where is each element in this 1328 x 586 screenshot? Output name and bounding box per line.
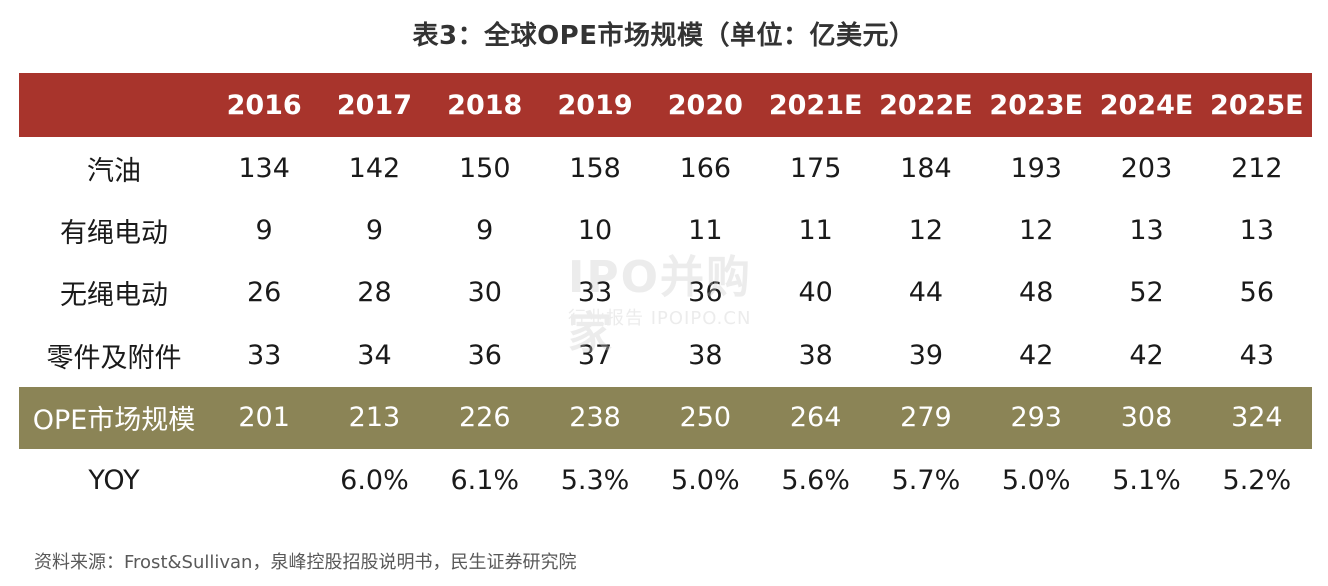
table-title: 表3：全球OPE市场规模（单位：亿美元） — [412, 21, 916, 51]
table-cell: 10 — [577, 215, 613, 247]
table-cell: 13 — [1129, 215, 1164, 247]
table-cell: 226 — [458, 402, 511, 434]
header-cell-2018: 2018 — [447, 89, 523, 121]
table-cell — [209, 449, 319, 511]
table-row-yoy: YOY 6.0% 6.1% 5.3% 5.0% 5.6% 5.7% 5.0% 5… — [19, 449, 1312, 511]
table-cell: 43 — [1239, 339, 1275, 371]
table-row-ope-total: OPE市场规模 201 213 226 238 250 264 279 293 … — [19, 386, 1312, 449]
table-cell: 193 — [1010, 152, 1062, 184]
table-cell: 13 — [1239, 215, 1275, 247]
table-row-gasoline: 汽油 134 142 150 158 166 175 184 193 203 2… — [19, 137, 1312, 199]
table-cell: 30 — [467, 277, 502, 309]
table-cell: 150 — [458, 152, 511, 184]
row-label: 无绳电动 — [60, 280, 168, 312]
header-cell-2024e: 2024E — [1099, 89, 1194, 121]
table-cell: 158 — [569, 152, 621, 184]
header-cell-2017: 2017 — [336, 89, 413, 121]
header-cell-2021e: 2021E — [768, 89, 863, 121]
table-cell: 34 — [357, 339, 392, 371]
table-row-parts-accessories: 零件及附件 33 34 36 37 38 38 39 42 42 43 — [19, 324, 1312, 386]
table-cell: 9 — [476, 215, 494, 247]
table-cell: 44 — [908, 277, 944, 309]
header-cell-2023e: 2023E — [989, 89, 1084, 121]
row-label: YOY — [88, 464, 140, 496]
table-cell: 213 — [348, 402, 401, 434]
table-cell: 5.3% — [560, 464, 630, 496]
table-cell: 166 — [679, 152, 732, 184]
table-cell: 12 — [908, 215, 944, 247]
table-row-corded-electric: 有绳电动 9 9 9 10 11 11 12 12 13 13 — [19, 199, 1312, 261]
table-cell: 212 — [1231, 152, 1283, 184]
table-cell: 279 — [900, 402, 952, 434]
table-cell: 175 — [789, 152, 842, 184]
header-cell-2022e: 2022E — [879, 89, 973, 121]
table-cell: 56 — [1239, 277, 1275, 309]
table-cell: 28 — [357, 277, 392, 309]
header-cell-2019: 2019 — [557, 89, 633, 121]
table-cell: 11 — [798, 215, 833, 247]
row-label: 零件及附件 — [46, 342, 182, 374]
table-row-cordless-electric: 无绳电动 26 28 30 33 36 40 44 48 52 56 — [19, 262, 1312, 324]
table-cell: 308 — [1120, 402, 1173, 434]
table-cell: 9 — [255, 215, 273, 247]
table-cell: 40 — [798, 277, 833, 309]
table-cell: 33 — [246, 339, 282, 371]
row-label: OPE市场规模 — [32, 405, 196, 437]
table-cell: 5.7% — [891, 464, 961, 496]
table-cell: 250 — [679, 402, 732, 434]
header-cell-label — [19, 73, 209, 137]
ope-market-table: 2016 2017 2018 2019 2020 2021E 2022E 202… — [19, 73, 1312, 511]
table-cell: 238 — [569, 402, 621, 434]
table-cell: 264 — [789, 402, 842, 434]
table-cell: 39 — [908, 339, 944, 371]
table-cell: 142 — [348, 152, 401, 184]
row-label: 汽油 — [87, 155, 141, 187]
header-row: 2016 2017 2018 2019 2020 2021E 2022E 202… — [19, 73, 1312, 137]
table-cell: 6.0% — [340, 464, 409, 496]
table-cell: 52 — [1129, 277, 1164, 309]
table-cell: 184 — [900, 152, 952, 184]
header-cell-2016: 2016 — [226, 89, 302, 121]
table-cell: 293 — [1010, 402, 1062, 434]
header-cell-2025e: 2025E — [1210, 89, 1304, 121]
table-cell: 5.2% — [1222, 464, 1292, 496]
table-cell: 324 — [1231, 402, 1283, 434]
table-cell: 9 — [365, 215, 384, 247]
table-cell: 11 — [688, 215, 723, 247]
table-cell: 5.0% — [671, 464, 740, 496]
source-note: 资料来源：Frost&Sullivan，泉峰控股招股说明书，民生证券研究院 — [34, 552, 577, 573]
table-cell: 37 — [577, 339, 613, 371]
table-cell: 12 — [1019, 215, 1054, 247]
table-cell: 203 — [1120, 152, 1173, 184]
table-cell: 36 — [688, 277, 723, 309]
table-cell: 26 — [246, 277, 282, 309]
table-cell: 134 — [238, 152, 290, 184]
table-cell: 42 — [1019, 339, 1054, 371]
table-cell: 33 — [577, 277, 613, 309]
table-cell: 42 — [1129, 339, 1164, 371]
table-cell: 36 — [467, 339, 502, 371]
table-cell: 201 — [238, 402, 290, 434]
table-cell: 5.1% — [1112, 464, 1181, 496]
table-cell: 48 — [1019, 277, 1054, 309]
table-cell: 38 — [688, 339, 723, 371]
table-cell: 38 — [798, 339, 833, 371]
row-label: 有绳电动 — [60, 218, 168, 250]
header-cell-2020: 2020 — [667, 89, 743, 121]
table-cell: 5.0% — [1001, 464, 1071, 496]
table-cell: 5.6% — [781, 464, 850, 496]
table-cell: 6.1% — [450, 464, 520, 496]
